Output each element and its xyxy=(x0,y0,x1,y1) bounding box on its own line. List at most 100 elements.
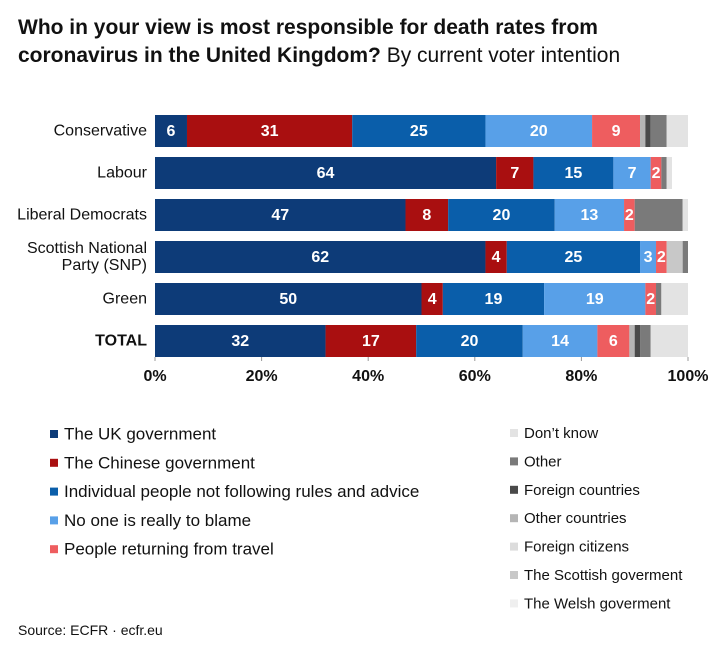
bar-segment xyxy=(640,325,651,357)
data-label: 2 xyxy=(646,291,655,308)
x-tick-label: 100% xyxy=(668,368,709,385)
data-label: 7 xyxy=(510,165,519,182)
data-label: 8 xyxy=(422,207,431,224)
bar-segment xyxy=(666,157,673,189)
legend-swatch xyxy=(510,599,518,608)
legend-label: People returning from travel xyxy=(64,540,274,559)
bar-segment xyxy=(661,283,688,315)
data-label: 25 xyxy=(565,249,583,266)
data-label: 2 xyxy=(625,207,634,224)
data-label: 50 xyxy=(279,291,297,308)
x-tick-label: 0% xyxy=(143,368,166,385)
data-label: 2 xyxy=(657,249,666,266)
bar-segment xyxy=(661,157,667,189)
bar-segment xyxy=(666,241,683,273)
data-label: 13 xyxy=(580,207,598,224)
data-label: 47 xyxy=(271,207,289,224)
data-label: 19 xyxy=(586,291,604,308)
legend-label: Other xyxy=(524,453,562,470)
bar-segment xyxy=(448,199,555,231)
y-tick-label: Liberal Democrats xyxy=(17,206,147,224)
bar-segment xyxy=(613,157,651,189)
bar-segment xyxy=(155,199,406,231)
chart-title: Who in your view is most responsible for… xyxy=(18,14,678,70)
bar-segment xyxy=(629,325,635,357)
data-label: 14 xyxy=(551,333,569,350)
bar-segment xyxy=(544,283,646,315)
legend-label: The Chinese government xyxy=(64,453,255,472)
bar-segment xyxy=(155,241,486,273)
bar-segment xyxy=(666,115,688,147)
bar-segment xyxy=(485,241,507,273)
legend-swatch xyxy=(50,516,58,525)
bar-segment xyxy=(682,199,688,231)
data-label: 4 xyxy=(492,249,501,266)
legend-swatch xyxy=(510,457,518,466)
bar-segment xyxy=(506,241,641,273)
data-label: 17 xyxy=(362,333,380,350)
legend-swatch xyxy=(50,430,58,438)
data-label: 6 xyxy=(609,333,618,350)
y-tick-label: TOTAL xyxy=(95,332,147,350)
x-tick-label: 40% xyxy=(352,368,384,385)
data-label: 6 xyxy=(167,123,176,140)
legend-label: Individual people not following rules an… xyxy=(64,482,419,501)
bar-segment xyxy=(485,115,593,147)
bar-segment xyxy=(533,157,614,189)
bar-segment xyxy=(352,115,486,147)
legend-label: The UK government xyxy=(64,424,216,443)
legend-swatch xyxy=(510,429,518,437)
data-label: 7 xyxy=(628,165,637,182)
legend-swatch xyxy=(510,542,518,551)
bar-segment xyxy=(624,199,635,231)
legend-label: The Welsh goverment xyxy=(524,595,671,612)
title-text: Who in your view is most responsible for… xyxy=(18,16,598,67)
bar-segment xyxy=(405,199,449,231)
data-label: 2 xyxy=(652,165,661,182)
legend-label: Foreign countries xyxy=(524,482,640,499)
bar-segment xyxy=(592,115,641,147)
legend-swatch xyxy=(50,545,58,554)
data-label: 25 xyxy=(410,123,428,140)
bar-segment xyxy=(640,115,646,147)
bar-segment xyxy=(634,199,683,231)
legend-label: No one is really to blame xyxy=(64,511,251,530)
bar-segment xyxy=(325,325,417,357)
legend-label: Other countries xyxy=(524,510,627,527)
data-label: 31 xyxy=(261,123,279,140)
bar-segment xyxy=(650,115,667,147)
legend-label: The Scottish goverment xyxy=(524,567,683,584)
y-tick-label: Conservative xyxy=(53,122,147,140)
bar-segment xyxy=(645,115,651,147)
data-label: 20 xyxy=(461,333,479,350)
bar-segment xyxy=(682,241,688,273)
bar-segment xyxy=(416,325,523,357)
y-tick-label: Scottish National Party (SNP) xyxy=(26,240,147,274)
bar-segment xyxy=(650,157,662,189)
legend-label: Foreign citizens xyxy=(524,539,629,556)
bar-segment xyxy=(155,157,497,189)
data-label: 15 xyxy=(565,165,583,182)
legend-swatch xyxy=(510,485,518,494)
legend-label: Don’t know xyxy=(524,425,598,442)
data-label: 9 xyxy=(612,123,621,140)
x-tick-label: 60% xyxy=(459,368,491,385)
x-tick-label: 80% xyxy=(565,368,597,385)
source: Source: ECFR · ecfr.eu xyxy=(18,622,163,638)
bar-segment xyxy=(656,283,662,315)
bar-segment xyxy=(656,241,667,273)
bar-segment xyxy=(522,325,598,357)
bar-segment xyxy=(650,325,688,357)
bar-segment xyxy=(442,283,545,315)
legend-swatch xyxy=(510,514,518,523)
legend-swatch xyxy=(50,458,58,467)
legend-swatch xyxy=(50,487,58,496)
bar-segment xyxy=(554,199,625,231)
x-tick-label: 20% xyxy=(246,368,278,385)
data-label: 62 xyxy=(311,249,329,266)
bar-segment xyxy=(597,325,630,357)
bar-segment xyxy=(640,241,657,273)
bar-segment xyxy=(186,115,353,147)
